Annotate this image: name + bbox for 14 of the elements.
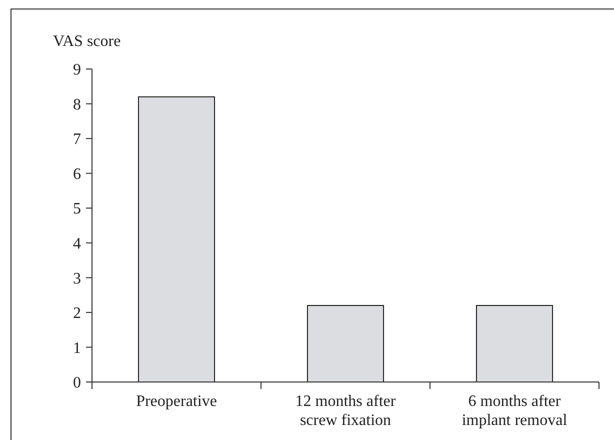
- y-tick-label: 8: [73, 96, 81, 114]
- y-tick-label: 5: [73, 200, 81, 218]
- y-tick-label: 9: [73, 62, 81, 79]
- x-tick-label: 6 months after implant removal: [462, 393, 568, 429]
- y-axis-title: VAS score: [53, 33, 121, 50]
- y-tick-label: 7: [73, 131, 81, 148]
- y-tick-label: 6: [73, 166, 81, 183]
- y-tick-label: 4: [73, 235, 81, 252]
- y-tick-label: 0: [73, 374, 81, 392]
- y-tick-label: 2: [73, 305, 81, 322]
- x-tick-label: Preoperative: [136, 393, 217, 410]
- x-tick-label: 12 months after screw fixation: [295, 393, 396, 429]
- y-tick-label: 1: [73, 340, 81, 357]
- y-tick-label: 3: [73, 270, 81, 288]
